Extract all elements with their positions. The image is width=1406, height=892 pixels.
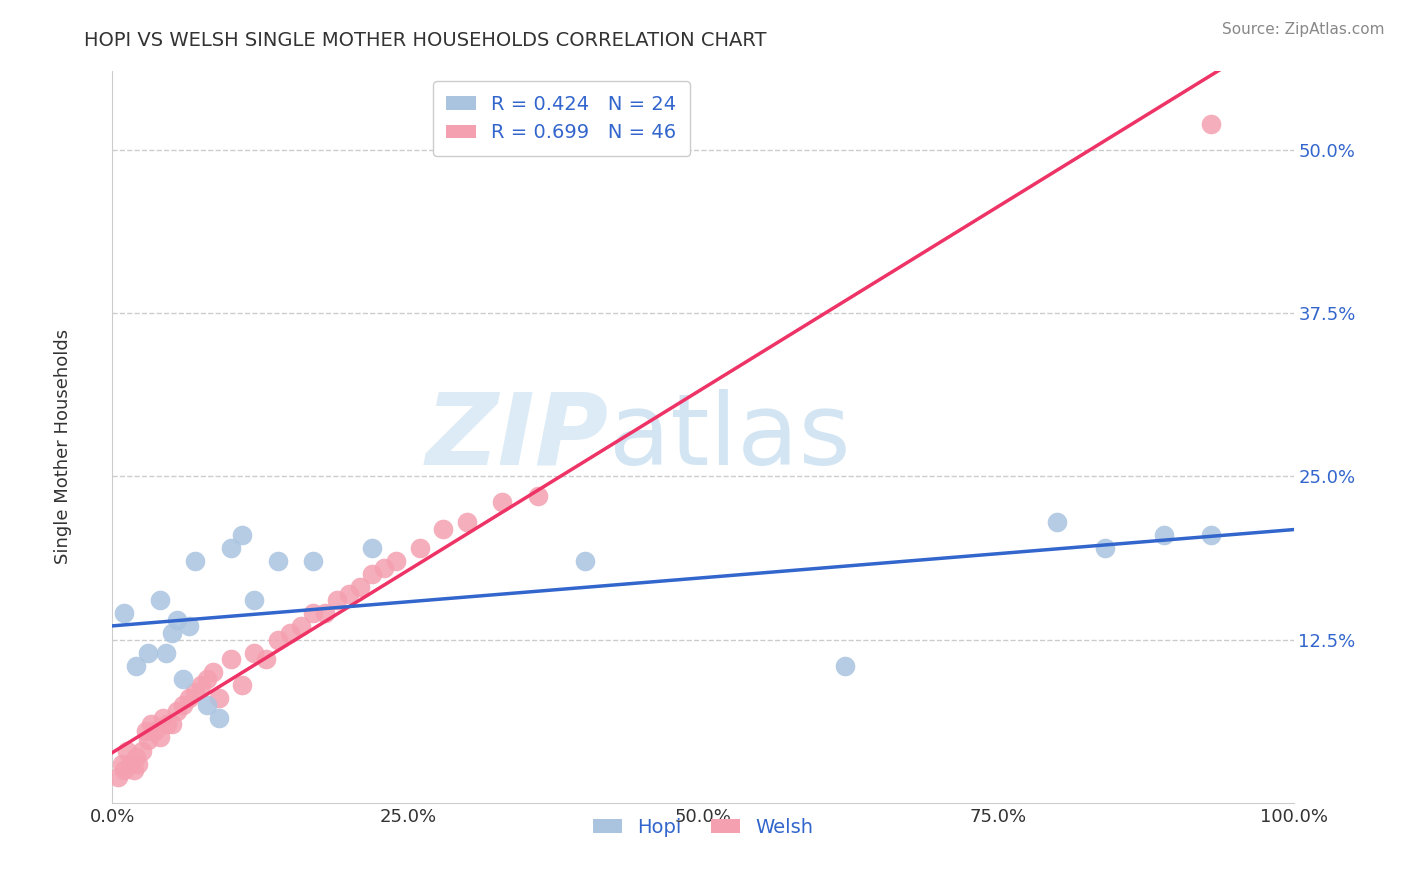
Point — [112, 607, 135, 621]
Point — [111, 756, 134, 771]
Point — [125, 658, 148, 673]
Legend: Hopi, Welsh: Hopi, Welsh — [585, 810, 821, 845]
Text: Single Mother Households: Single Mother Households — [55, 328, 72, 564]
Point — [208, 711, 231, 725]
Point — [131, 743, 153, 757]
Point — [361, 567, 384, 582]
Point — [149, 593, 172, 607]
Point — [149, 731, 172, 745]
Point — [190, 678, 212, 692]
Point — [834, 658, 856, 673]
Point — [267, 632, 290, 647]
Point — [1094, 541, 1116, 555]
Point — [349, 580, 371, 594]
Point — [243, 646, 266, 660]
Point — [135, 723, 157, 738]
Point — [208, 691, 231, 706]
Point — [179, 619, 201, 633]
Text: Source: ZipAtlas.com: Source: ZipAtlas.com — [1222, 22, 1385, 37]
Point — [219, 541, 242, 555]
Point — [432, 521, 454, 535]
Point — [152, 711, 174, 725]
Point — [1153, 528, 1175, 542]
Text: HOPI VS WELSH SINGLE MOTHER HOUSEHOLDS CORRELATION CHART: HOPI VS WELSH SINGLE MOTHER HOUSEHOLDS C… — [84, 31, 766, 50]
Point — [491, 495, 513, 509]
Point — [160, 717, 183, 731]
Point — [326, 593, 349, 607]
Point — [254, 652, 277, 666]
Point — [219, 652, 242, 666]
Point — [166, 705, 188, 719]
Point — [160, 626, 183, 640]
Text: atlas: atlas — [609, 389, 851, 485]
Point — [385, 554, 408, 568]
Point — [278, 626, 301, 640]
Point — [172, 698, 194, 712]
Point — [195, 698, 218, 712]
Point — [1046, 515, 1069, 529]
Point — [127, 756, 149, 771]
Point — [574, 554, 596, 568]
Point — [361, 541, 384, 555]
Point — [267, 554, 290, 568]
Point — [290, 619, 312, 633]
Point — [136, 646, 159, 660]
Point — [373, 560, 395, 574]
Point — [231, 528, 253, 542]
Point — [314, 607, 336, 621]
Point — [179, 691, 201, 706]
Point — [122, 763, 145, 777]
Point — [172, 672, 194, 686]
Point — [112, 763, 135, 777]
Point — [184, 685, 207, 699]
Text: ZIP: ZIP — [426, 389, 609, 485]
Point — [143, 723, 166, 738]
Point — [155, 646, 177, 660]
Point — [302, 607, 325, 621]
Point — [526, 489, 548, 503]
Point — [337, 587, 360, 601]
Point — [1199, 528, 1222, 542]
Point — [156, 717, 179, 731]
Point — [195, 672, 218, 686]
Point — [115, 743, 138, 757]
Point — [107, 770, 129, 784]
Point — [408, 541, 430, 555]
Point — [231, 678, 253, 692]
Point — [201, 665, 224, 680]
Point — [125, 750, 148, 764]
Point — [184, 554, 207, 568]
Point — [302, 554, 325, 568]
Point — [1199, 117, 1222, 131]
Point — [141, 717, 163, 731]
Point — [166, 613, 188, 627]
Point — [243, 593, 266, 607]
Point — [120, 756, 142, 771]
Point — [456, 515, 478, 529]
Point — [136, 733, 159, 747]
